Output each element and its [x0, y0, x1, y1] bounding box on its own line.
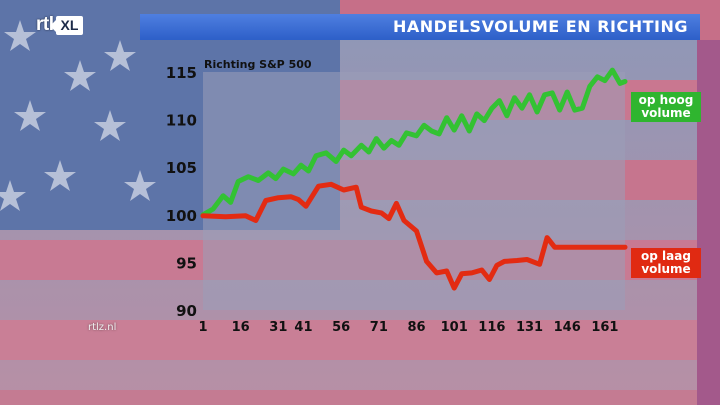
- series-line-high-volume: [200, 67, 628, 218]
- x-tick-label: 1: [198, 320, 207, 335]
- x-axis-ticks: 1 16 31 41 56 71 86 101 116 131 146 161: [198, 320, 618, 335]
- page-title: HANDELSVOLUME EN RICHTING: [392, 17, 688, 36]
- series-line-low-volume: [200, 181, 628, 291]
- title-bar: HANDELSVOLUME EN RICHTING: [140, 14, 700, 40]
- x-tick-label: 56: [332, 320, 350, 335]
- x-tick-label: 116: [478, 320, 505, 335]
- x-tick-label: 41: [294, 320, 312, 335]
- x-tick-label: 31: [269, 320, 287, 335]
- series-label-low-volume: op laag volume: [631, 248, 701, 278]
- plot-area: [203, 72, 625, 310]
- y-tick-label: 115: [166, 64, 197, 82]
- series-label-high-volume: op hoog volume: [631, 92, 701, 122]
- series-lines: [200, 67, 628, 291]
- x-tick-label: 161: [591, 320, 618, 335]
- logo-rtl-text: rtl: [36, 14, 54, 35]
- source-label: rtlz.nl: [88, 322, 117, 333]
- logo-xl-text: XL: [49, 15, 84, 35]
- y-tick-label: 110: [166, 112, 197, 130]
- y-tick-label: 105: [166, 159, 197, 177]
- x-tick-label: 131: [516, 320, 543, 335]
- x-tick-label: 146: [554, 320, 581, 335]
- y-tick-label: 100: [166, 207, 197, 225]
- x-tick-label: 71: [370, 320, 388, 335]
- rtl-xl-logo: rtl XL: [36, 14, 84, 36]
- y-tick-label: 95: [176, 254, 197, 272]
- chart-title: Richting S&P 500: [204, 58, 312, 71]
- y-tick-label: 90: [176, 302, 197, 320]
- x-tick-label: 86: [407, 320, 425, 335]
- x-tick-label: 101: [441, 320, 468, 335]
- x-tick-label: 16: [232, 320, 250, 335]
- y-axis-ticks: 90 95 100 105 110 115: [166, 64, 197, 320]
